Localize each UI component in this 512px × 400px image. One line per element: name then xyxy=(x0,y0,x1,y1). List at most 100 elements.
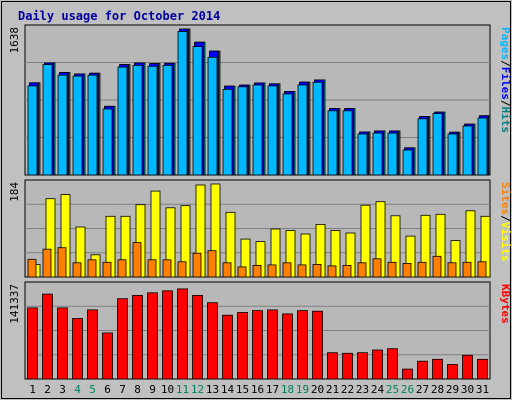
hits-panel-legend-item: / xyxy=(499,100,512,107)
kbytes-panel-kbytes-bar xyxy=(372,349,383,380)
hits-panel-pages-bar xyxy=(372,132,383,176)
visits-panel-sites-bar xyxy=(117,259,127,278)
kbytes-panel-kbytes-bar xyxy=(237,312,248,380)
x-tick-label: 21 xyxy=(326,383,339,396)
kbytes-panel-kbytes-bar xyxy=(357,352,368,380)
hits-panel-pages-bar xyxy=(207,56,218,176)
hits-panel-pages-bar xyxy=(102,108,113,176)
visits-panel-sites-bar xyxy=(372,258,382,278)
kbytes-panel-kbytes-bar xyxy=(177,288,188,380)
x-tick-label: 23 xyxy=(356,383,369,396)
hits-panel-pages-bar xyxy=(477,117,488,176)
x-tick-label: 25 xyxy=(386,383,399,396)
x-tick-label: 5 xyxy=(89,383,96,396)
x-tick-label: 16 xyxy=(251,383,264,396)
kbytes-panel-kbytes-bar xyxy=(477,358,488,380)
kbytes-panel-kbytes-bar xyxy=(462,354,473,380)
hits-panel-pages-bar xyxy=(342,110,353,176)
visits-panel-legend: Sites/Visits xyxy=(499,182,512,262)
kbytes-panel-kbytes-bar xyxy=(72,318,83,380)
visits-panel-legend-item: Sites xyxy=(499,182,512,215)
visits-panel-sites-bar xyxy=(252,264,262,278)
hits-panel-pages-bar xyxy=(402,149,413,176)
visits-panel-sites-bar xyxy=(432,255,442,278)
kbytes-panel-kbytes-bar xyxy=(312,310,323,380)
visits-panel-sites-bar xyxy=(312,263,322,278)
kbytes-panel-kbytes-bar xyxy=(57,307,68,380)
hits-panel-legend-item: Hits xyxy=(499,107,512,134)
x-tick-label: 17 xyxy=(266,383,279,396)
x-tick-label: 4 xyxy=(74,383,81,396)
hits-panel-pages-bar xyxy=(237,86,248,176)
hits-panel-legend-item: Files xyxy=(499,67,512,100)
visits-panel-sites-bar xyxy=(162,259,172,278)
kbytes-panel-kbytes-bar xyxy=(117,298,128,380)
visits-panel-sites-bar xyxy=(177,261,187,278)
kbytes-panel-kbytes-bar xyxy=(207,302,218,380)
hits-panel-pages-bar xyxy=(417,118,428,176)
x-tick-label: 31 xyxy=(476,383,489,396)
x-tick-label: 14 xyxy=(221,383,235,396)
kbytes-panel: 141337 KBytes xyxy=(8,281,512,380)
hits-panel-pages-bar xyxy=(42,64,53,176)
x-tick-label: 1 xyxy=(29,383,36,396)
hits-panel-pages-bar xyxy=(222,89,233,176)
visits-panel-sites-bar xyxy=(357,262,367,278)
x-tick-label: 30 xyxy=(461,383,474,396)
kbytes-panel-kbytes-bar xyxy=(327,352,338,380)
visits-panel-sites-bar xyxy=(87,259,97,278)
visits-panel: 184 Sites/Visits xyxy=(8,179,512,278)
visits-panel-sites-bar xyxy=(42,248,52,278)
visits-panel-sites-bar xyxy=(477,261,487,278)
hits-panel-pages-bar xyxy=(357,133,368,176)
visits-panel-legend-item: Visits xyxy=(499,222,512,262)
hits-panel-pages-bar xyxy=(147,65,158,176)
kbytes-panel-legend-item: KBytes xyxy=(499,284,512,324)
hits-panel-pages-bar xyxy=(87,74,98,176)
visits-panel-sites-bar xyxy=(237,266,247,278)
x-tick-label: 27 xyxy=(416,383,429,396)
x-tick-label: 20 xyxy=(311,383,324,396)
x-tick-label: 29 xyxy=(446,383,459,396)
visits-panel-sites-bar xyxy=(327,265,337,278)
hits-panel-pages-bar xyxy=(297,84,308,176)
hits-panel-max-label: 1638 xyxy=(8,27,21,54)
x-tick-label: 8 xyxy=(134,383,141,396)
hits-panel-pages-bar xyxy=(267,85,278,176)
kbytes-panel-kbytes-bar xyxy=(252,310,263,380)
x-tick-label: 13 xyxy=(206,383,219,396)
kbytes-panel-kbytes-bar xyxy=(432,358,443,380)
hits-panel-pages-bar xyxy=(132,65,143,176)
kbytes-panel-kbytes-bar xyxy=(282,313,293,380)
kbytes-panel-kbytes-bar xyxy=(102,332,113,380)
kbytes-panel-kbytes-bar xyxy=(342,352,353,380)
hits-panel-pages-bar xyxy=(432,113,443,176)
kbytes-panel-kbytes-bar xyxy=(162,290,173,380)
hits-panel-pages-bar xyxy=(312,81,323,176)
kbytes-panel-kbytes-bar xyxy=(27,307,38,380)
visits-panel-sites-bar xyxy=(282,262,292,278)
visits-panel-max-label: 184 xyxy=(8,182,21,202)
kbytes-panel-kbytes-bar xyxy=(87,309,98,380)
hits-panel-pages-bar xyxy=(72,75,83,176)
visits-panel-sites-bar xyxy=(72,262,82,278)
hits-panel-pages-bar xyxy=(447,133,458,176)
kbytes-panel-kbytes-bar xyxy=(402,368,413,380)
hits-panel-legend: Pages/Files/Hits xyxy=(499,27,512,133)
visits-panel-sites-bar xyxy=(447,262,457,278)
visits-panel-sites-bar xyxy=(222,262,232,278)
hits-panel-pages-bar xyxy=(252,84,263,176)
kbytes-panel-kbytes-bar xyxy=(387,348,398,380)
hits-panel-pages-bar xyxy=(177,31,188,176)
kbytes-panel-max-label: 141337 xyxy=(8,284,21,324)
hits-panel-legend-item: Pages xyxy=(499,27,512,60)
hits-panel-pages-bar xyxy=(327,110,338,176)
chart-title: Daily usage for October 2014 xyxy=(18,9,220,23)
kbytes-panel-kbytes-bar xyxy=(192,294,203,380)
hits-panel-legend-item: / xyxy=(499,60,512,67)
kbytes-panel-kbytes-bar xyxy=(132,294,143,380)
kbytes-panel-kbytes-bar xyxy=(267,309,278,380)
kbytes-panel-kbytes-bar xyxy=(297,310,308,380)
